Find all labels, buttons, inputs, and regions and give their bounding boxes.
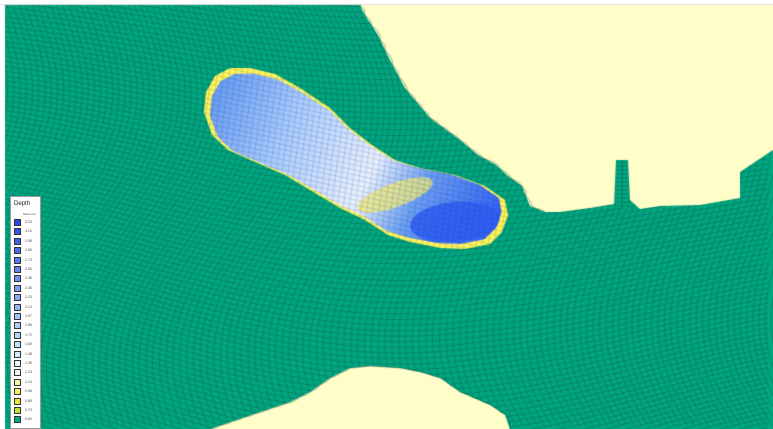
legend-value: 3.10: [25, 229, 32, 234]
legend-value: 1.23: [25, 370, 32, 375]
legend-value: 0.73: [25, 408, 32, 412]
legend-swatch: [14, 219, 21, 226]
legend-value: 2.35: [25, 285, 32, 290]
legend-swatch: [14, 228, 21, 236]
legend-swatch: [14, 303, 21, 311]
legend-entry: 2.10: [14, 303, 40, 312]
legend-value: 1.72: [25, 332, 32, 337]
legend-swatch: [14, 256, 21, 264]
legend-entry: 0.73: [14, 407, 40, 415]
legend-value: 2.98: [25, 238, 32, 243]
legend-swatch: [14, 313, 21, 320]
legend-swatch: [14, 360, 21, 367]
legend-swatch: [14, 331, 21, 339]
legend-entry: 2.48: [14, 275, 40, 283]
legend-entry: 2.60: [14, 266, 40, 274]
legend-value: 2.10: [25, 304, 32, 309]
legend-entry: 1.48: [14, 350, 40, 359]
legend-value: 2.23: [25, 295, 32, 300]
legend-entry: 0.60: [14, 416, 40, 424]
depth-legend: Depth Maximum 3.23 3.10 2.98 2.85 2.73 2.60 2.…: [10, 196, 41, 429]
legend-value: 1.48: [25, 351, 32, 356]
legend-entry: 0.98: [14, 388, 40, 396]
legend-title: Depth: [14, 201, 31, 207]
legend-entry: 1.35: [14, 360, 40, 368]
legend-swatch: [14, 407, 21, 414]
legend-swatch: [14, 284, 21, 292]
legend-swatch: [14, 350, 21, 358]
legend-swatch: [14, 247, 21, 255]
legend-value: 1.85: [25, 323, 32, 328]
legend-value: 1.10: [25, 379, 32, 384]
legend-swatch: [14, 275, 21, 283]
legend-value: 0.98: [25, 389, 32, 394]
legend-swatch: [14, 237, 21, 245]
legend-entry: 2.35: [14, 284, 40, 293]
legend-entry: 1.10: [14, 378, 40, 387]
legend-entry: 3.10: [14, 228, 40, 236]
legend-entry: 2.73: [14, 256, 40, 265]
legend-swatch: [14, 266, 21, 273]
legend-swatch: [14, 294, 21, 302]
legend-entry: 2.98: [14, 237, 40, 246]
legend-value: 0.85: [25, 398, 32, 403]
legend-entry: 1.60: [14, 341, 40, 349]
legend-swatch: [14, 378, 21, 386]
legend-entry: 3.23: [14, 219, 40, 227]
legend-value: 2.73: [25, 257, 32, 262]
legend-swatch: [14, 397, 21, 405]
legend-value: 0.60: [25, 417, 32, 422]
legend-value: 3.23: [25, 220, 32, 224]
legend-value: 2.85: [25, 248, 32, 253]
legend-swatch: [14, 341, 21, 349]
legend-entry: 1.23: [14, 369, 40, 377]
legend-swatch: [14, 369, 21, 377]
legend-entry: 1.72: [14, 331, 40, 340]
legend-entry: 1.97: [14, 313, 40, 321]
legend-value: 2.48: [25, 276, 32, 281]
legend-swatch: [14, 322, 21, 330]
legend-entry: 2.23: [14, 294, 40, 302]
legend-entry: 1.85: [14, 322, 40, 330]
legend-entry: 2.85: [14, 247, 40, 255]
legend-subtitle: Maximum: [23, 212, 37, 216]
legend-value: 1.35: [25, 361, 32, 365]
legend-value: 1.97: [25, 314, 32, 318]
legend-value: 2.60: [25, 267, 32, 271]
legend-swatch: [14, 416, 21, 424]
legend-value: 1.60: [25, 342, 32, 347]
legend-entry: 0.85: [14, 397, 40, 406]
legend-swatch: [14, 388, 21, 396]
